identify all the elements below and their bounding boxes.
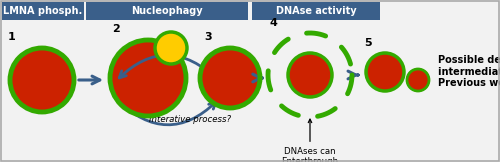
Text: 5: 5	[364, 38, 372, 48]
Text: Interative process?: Interative process?	[149, 115, 231, 124]
Circle shape	[407, 69, 429, 91]
Circle shape	[200, 48, 260, 108]
Text: DNAses can
Enterthrough
Damaged nuclear
lamina: DNAses can Enterthrough Damaged nuclear …	[272, 119, 348, 162]
Text: 4: 4	[270, 18, 278, 28]
FancyBboxPatch shape	[86, 2, 248, 20]
FancyBboxPatch shape	[252, 2, 380, 20]
Circle shape	[155, 32, 187, 64]
Text: Possible degradation
intermediates based on
Previous work: Possible degradation intermediates based…	[438, 55, 500, 88]
Circle shape	[10, 48, 74, 112]
Circle shape	[288, 53, 332, 97]
FancyBboxPatch shape	[2, 2, 84, 20]
Circle shape	[366, 53, 404, 91]
Text: Nucleophagy: Nucleophagy	[131, 6, 203, 16]
Text: DNAse activity: DNAse activity	[276, 6, 356, 16]
Text: 1: 1	[8, 32, 16, 42]
Text: 2: 2	[112, 24, 120, 34]
Text: 3: 3	[204, 32, 212, 42]
Circle shape	[110, 40, 186, 116]
Circle shape	[268, 33, 352, 117]
Text: LMNA phosph.: LMNA phosph.	[4, 6, 82, 16]
